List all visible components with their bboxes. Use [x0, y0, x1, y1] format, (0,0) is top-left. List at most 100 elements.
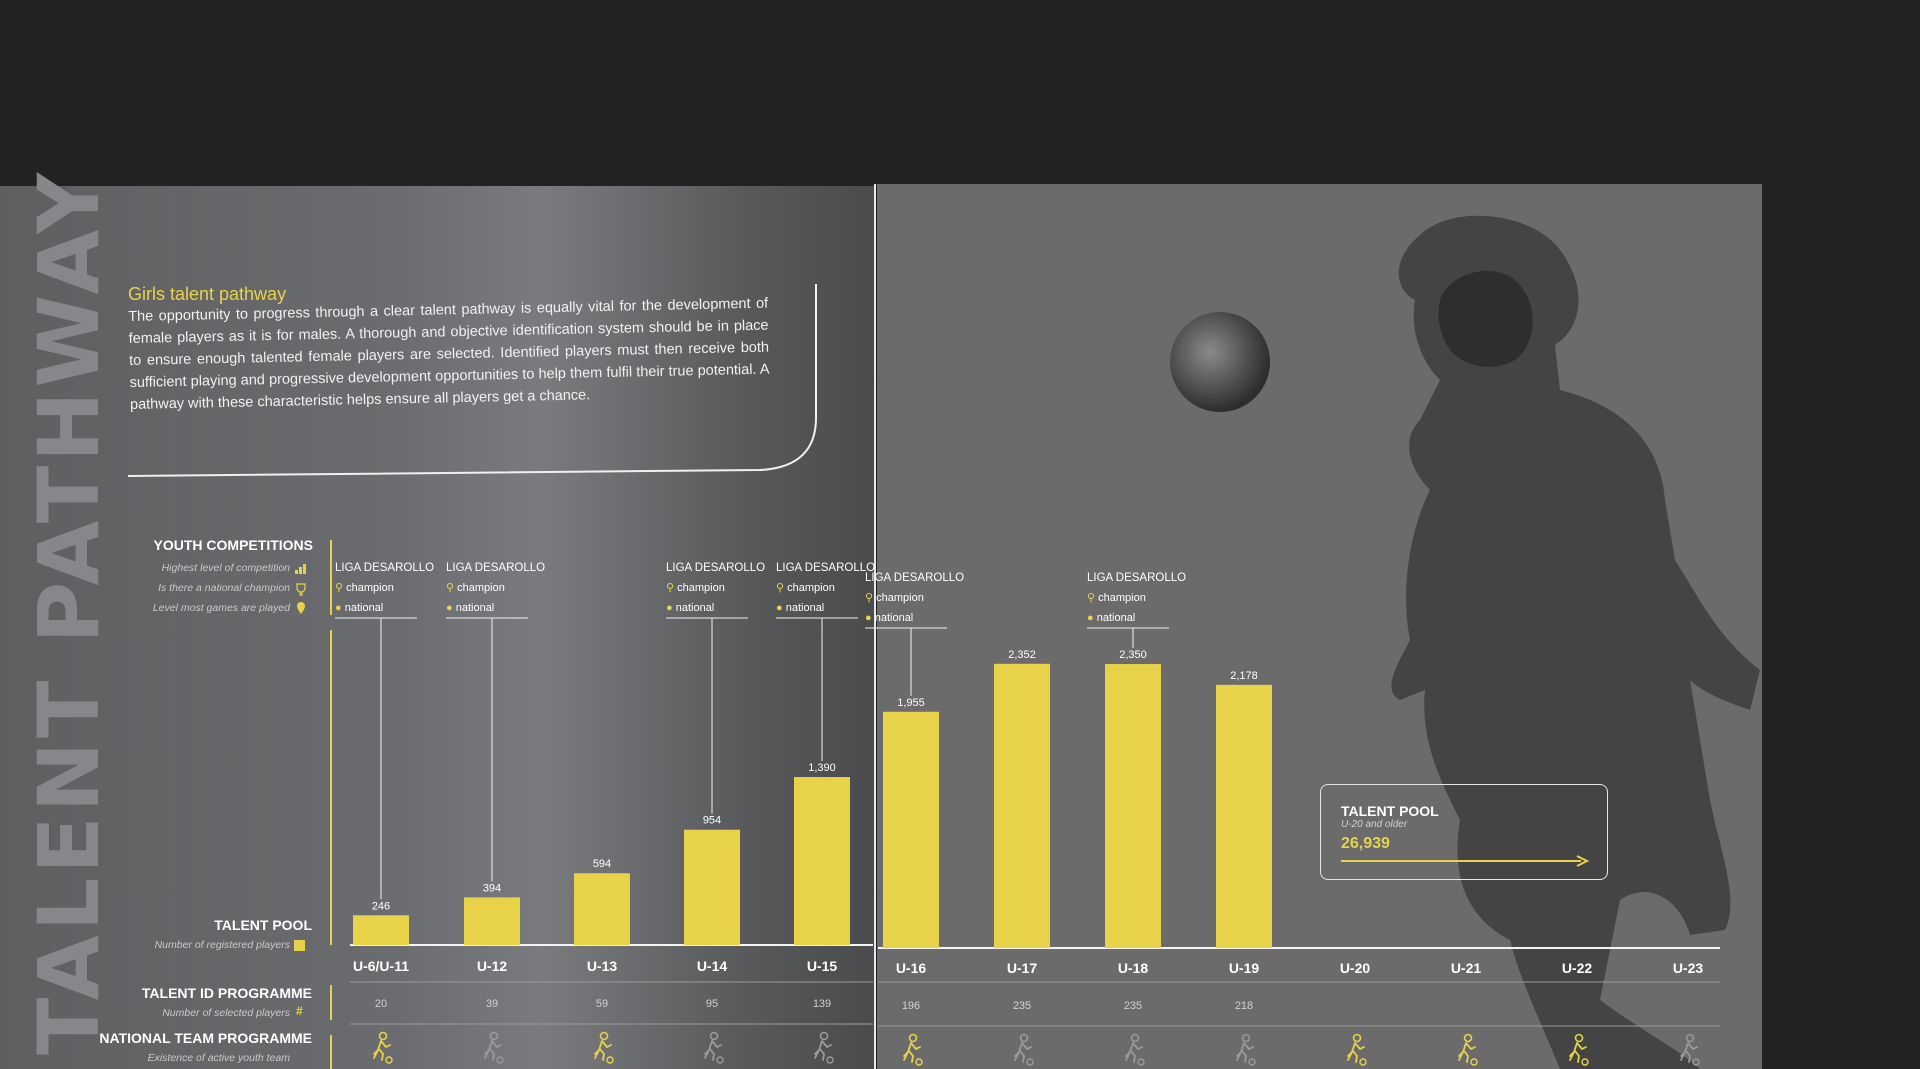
player-icon — [1680, 1033, 1700, 1066]
player-icon — [1014, 1033, 1034, 1066]
hash-icon: # — [296, 1004, 303, 1018]
level-label: national — [455, 602, 495, 614]
bar-U-15 — [794, 777, 850, 945]
level-label: national — [1096, 612, 1136, 624]
talent-pool-swatch — [294, 940, 305, 951]
level-label: national — [874, 612, 914, 624]
bar-value-label: 1,955 — [897, 697, 925, 709]
pin-icon — [297, 602, 305, 614]
competition-name: LIGA DESAROLLO — [446, 562, 546, 574]
competition-marker: LIGA DESAROLLO ⚲ champion ● national — [1087, 568, 1186, 628]
talent-id-value: 218 — [1234, 1000, 1254, 1012]
trophy-icon: ⚲ — [1087, 592, 1096, 604]
talent-pool-box-title: TALENT POOL — [1341, 803, 1439, 819]
champion-label: champion — [457, 582, 505, 594]
national-team-sub: Existence of active youth team — [147, 1052, 290, 1064]
champion-label: champion — [1098, 592, 1146, 604]
level-label: national — [785, 602, 825, 614]
category-label: U-6/U-11 — [352, 958, 410, 974]
trophy-icon: ⚲ — [446, 582, 455, 594]
competition-marker: LIGA DESAROLLO ⚲ champion ● national — [865, 568, 964, 628]
trophy-icon: ⚲ — [776, 582, 785, 594]
bar-value-label: 594 — [593, 858, 611, 870]
youth-competitions-label: YOUTH COMPETITIONS — [153, 537, 313, 553]
bar-U-13 — [574, 873, 630, 945]
player-icon — [594, 1031, 614, 1064]
level-label: national — [344, 602, 384, 614]
player-icon — [1458, 1033, 1478, 1066]
player-icon — [1125, 1033, 1145, 1066]
competition-name: LIGA DESAROLLO — [666, 562, 766, 574]
bar-U-12 — [464, 897, 520, 945]
trophy-icon: ⚲ — [865, 592, 874, 604]
arrow-right-icon — [1341, 855, 1590, 867]
ball-image — [1170, 312, 1270, 412]
trophy-icon: ⚲ — [335, 582, 344, 594]
category-label: U-15 — [806, 958, 838, 974]
category-label: U-12 — [476, 958, 508, 974]
pin-icon: ● — [446, 602, 453, 614]
champion-label: champion — [346, 582, 394, 594]
player-icon — [903, 1033, 923, 1066]
champion-label: champion — [787, 582, 835, 594]
pin-icon: ● — [1087, 612, 1094, 624]
bar-U-17 — [994, 663, 1050, 948]
bar-U-6/U-11 — [353, 915, 409, 945]
talent-id-label: TALENT ID PROGRAMME — [141, 985, 312, 1001]
talent-id-sub: Number of selected players — [162, 1007, 290, 1019]
category-label: U-19 — [1228, 960, 1260, 976]
competition-marker: LIGA DESAROLLO ⚲ champion ● national — [666, 558, 765, 618]
category-label: U-18 — [1117, 960, 1149, 976]
player-icon — [1569, 1033, 1589, 1066]
category-label: U-13 — [586, 958, 618, 974]
bar-value-label: 246 — [372, 900, 390, 912]
talent-id-value: 95 — [705, 998, 719, 1010]
competition-marker: LIGA DESAROLLO ⚲ champion ● national — [446, 558, 545, 618]
category-label: U-21 — [1450, 960, 1482, 976]
national-team-label: NATIONAL TEAM PROGRAMME — [99, 1030, 312, 1046]
pin-icon: ● — [666, 602, 673, 614]
pin-icon: ● — [865, 612, 872, 624]
talent-pool-box-sub: U-20 and older — [1341, 819, 1408, 830]
competition-name: LIGA DESAROLLO — [776, 562, 876, 574]
level-icon — [295, 570, 298, 574]
bar-value-label: 2,178 — [1230, 670, 1258, 682]
youth-competitions-sub2: Is there a national champion — [158, 582, 290, 594]
bar-value-label: 2,352 — [1008, 649, 1036, 661]
intro-title: Girls talent pathway — [128, 284, 287, 304]
bar-value-label: 2,350 — [1119, 649, 1147, 661]
category-label: U-16 — [895, 960, 927, 976]
player-icon — [1347, 1033, 1367, 1066]
bar-U-18 — [1105, 664, 1161, 948]
youth-competitions-sub1: Highest level of competition — [161, 562, 290, 574]
pin-icon: ● — [776, 602, 783, 614]
player-icon — [814, 1031, 834, 1064]
bar-U-16 — [883, 711, 939, 948]
category-label: U-22 — [1561, 960, 1593, 976]
champion-label: champion — [876, 592, 924, 604]
competition-marker: LIGA DESAROLLO ⚲ champion ● national — [776, 558, 875, 618]
talent-id-value: 235 — [1123, 1000, 1143, 1012]
bar-U-14 — [684, 829, 740, 945]
bar-value-label: 394 — [483, 882, 501, 894]
bar-U-19 — [1216, 684, 1272, 948]
youth-competitions-sub3: Level most games are played — [152, 602, 290, 614]
category-label: U-23 — [1672, 960, 1704, 976]
talent-pool-box: TALENT POOL U-20 and older 26,939 — [1320, 784, 1608, 880]
category-label: U-20 — [1339, 960, 1371, 976]
competition-name: LIGA DESAROLLO — [1087, 572, 1187, 584]
talent-id-value: 139 — [812, 998, 832, 1010]
talent-pool-box-value: 26,939 — [1341, 835, 1390, 852]
champion-label: champion — [677, 582, 725, 594]
competition-name: LIGA DESAROLLO — [335, 562, 435, 574]
competition-name: LIGA DESAROLLO — [865, 572, 965, 584]
player-icon — [373, 1031, 393, 1064]
talent-id-value: 20 — [374, 998, 388, 1010]
talent-id-value: 39 — [485, 998, 499, 1010]
trophy-icon — [296, 583, 306, 596]
talent-pool-sub: Number of registered players — [154, 939, 290, 951]
